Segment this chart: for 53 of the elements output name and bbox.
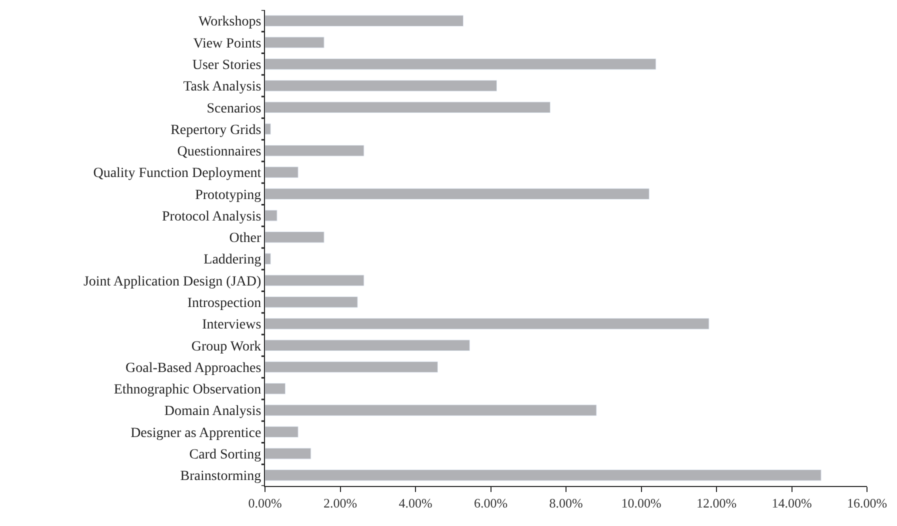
y-tick-label: Task Analysis bbox=[183, 80, 262, 95]
x-tick-label: 4.00% bbox=[398, 496, 432, 511]
y-tick-label: Repertory Grids bbox=[170, 122, 262, 138]
bar bbox=[265, 274, 364, 286]
y-tick-label: Quality Function Deployment bbox=[93, 166, 262, 182]
bar bbox=[265, 404, 597, 416]
y-tick-label: Laddering bbox=[204, 252, 262, 268]
bar bbox=[265, 102, 550, 114]
x-tick-label: 0.00% bbox=[248, 496, 282, 511]
y-tick-label: Scenarios bbox=[206, 101, 262, 116]
bar bbox=[265, 36, 324, 48]
x-tick-label: 8.00% bbox=[549, 496, 583, 511]
bar bbox=[265, 296, 358, 308]
y-tick-label: Domain Analysis bbox=[164, 404, 262, 420]
y-tick-label: Card Sorting bbox=[189, 447, 262, 462]
bar bbox=[265, 426, 298, 438]
y-tick-label: Ethnographic Observation bbox=[114, 382, 262, 398]
x-tick-label: 2.00% bbox=[323, 496, 358, 511]
bar bbox=[265, 15, 464, 26]
bar bbox=[265, 382, 286, 394]
y-tick-label: Goal-Based Approaches bbox=[126, 360, 262, 376]
bar bbox=[265, 210, 278, 222]
x-tick-label: 6.00% bbox=[474, 496, 508, 511]
x-tick-label: 16.00% bbox=[846, 496, 888, 511]
x-tick-label: 12.00% bbox=[696, 496, 737, 511]
bar bbox=[265, 318, 710, 330]
y-tick-label: Introspection bbox=[187, 296, 262, 311]
y-tick-label: Designer as Apprentice bbox=[130, 426, 262, 441]
y-tick-label: View Points bbox=[193, 36, 262, 52]
y-tick-label: Other bbox=[229, 231, 262, 246]
y-tick-label: Prototyping bbox=[195, 188, 262, 203]
bar bbox=[265, 232, 324, 243]
y-tick-label: Joint Application Design (JAD) bbox=[83, 274, 262, 290]
bar bbox=[265, 166, 298, 178]
x-tick-label: 14.00% bbox=[772, 496, 812, 511]
x-tick-label: 10.00% bbox=[621, 496, 662, 511]
bar bbox=[265, 340, 470, 352]
bar bbox=[265, 361, 438, 373]
bar bbox=[265, 253, 271, 264]
y-tick-label: User Stories bbox=[192, 58, 262, 73]
bar bbox=[265, 80, 498, 92]
bar bbox=[265, 58, 656, 70]
bar bbox=[265, 123, 271, 135]
y-tick-label: Workshops bbox=[198, 14, 262, 30]
bar bbox=[265, 470, 822, 481]
bar bbox=[265, 448, 312, 460]
y-tick-label: Group Work bbox=[191, 339, 262, 354]
y-tick-label: Interviews bbox=[202, 318, 262, 333]
bar bbox=[265, 188, 650, 200]
bar bbox=[265, 144, 364, 156]
y-tick-label: Questionnaires bbox=[177, 144, 262, 160]
y-tick-label: Protocol Analysis bbox=[162, 209, 262, 224]
y-tick-label: Brainstorming bbox=[180, 469, 262, 484]
